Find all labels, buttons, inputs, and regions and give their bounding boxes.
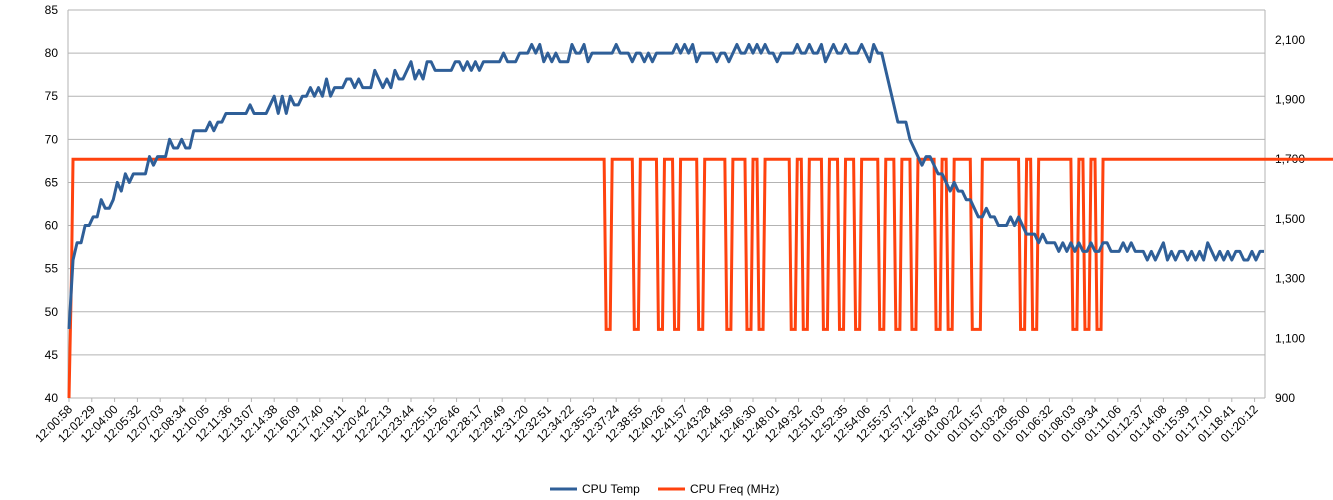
y-right-tick-label: 1,900 <box>1275 93 1305 107</box>
y-left-tick-label: 80 <box>45 46 59 60</box>
y-right-tick-label: 2,100 <box>1275 33 1305 47</box>
y-left-tick-label: 40 <box>45 391 59 405</box>
y-right-tick-label: 1,500 <box>1275 212 1305 226</box>
left-y-axis: 40 45 50 55 60 65 70 75 80 85 <box>45 3 59 405</box>
y-left-tick-label: 65 <box>45 175 59 189</box>
legend-label-cpu-freq: CPU Freq (MHz) <box>690 482 779 496</box>
legend: CPU Temp CPU Freq (MHz) <box>550 482 779 496</box>
y-left-tick-label: 55 <box>45 262 59 276</box>
y-left-tick-label: 85 <box>45 3 59 17</box>
y-left-tick-label: 75 <box>45 89 59 103</box>
y-right-tick-label: 1,300 <box>1275 272 1305 286</box>
series-layer <box>67 42 1333 399</box>
y-left-tick-label: 50 <box>45 305 59 319</box>
y-right-tick-label: 1,100 <box>1275 331 1305 345</box>
gridlines <box>67 9 1266 399</box>
series-line-cpu-temp <box>67 42 1264 330</box>
x-axis: 12:00:5812:02:2912:04:0012:05:3212:07:03… <box>32 398 1261 445</box>
y-left-tick-label: 60 <box>45 219 59 233</box>
y-left-tick-label: 45 <box>45 348 59 362</box>
y-right-tick-label: 900 <box>1275 391 1295 405</box>
y-left-tick-label: 70 <box>45 132 59 146</box>
series-line-cpu-freq <box>67 157 1333 399</box>
legend-label-cpu-temp: CPU Temp <box>582 482 640 496</box>
